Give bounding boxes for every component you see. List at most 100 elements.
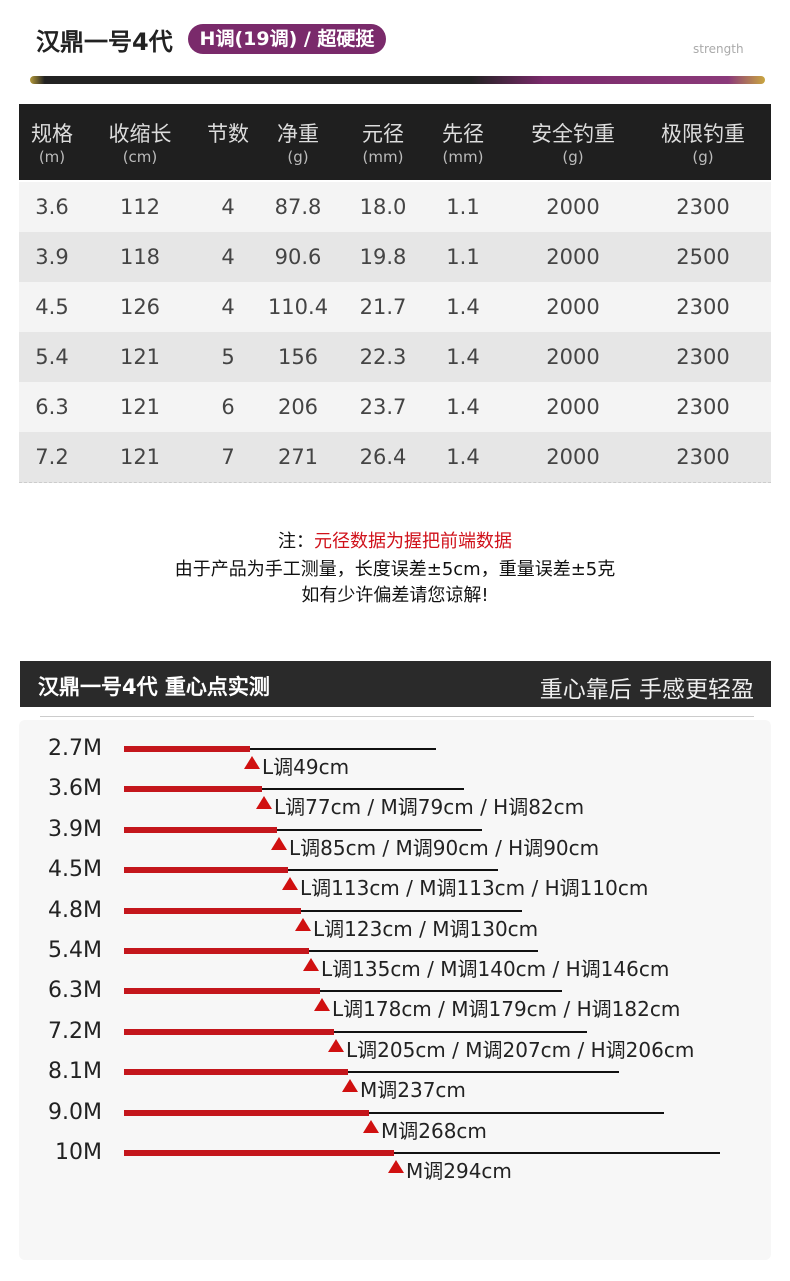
- rod-length: 9.0M: [48, 1099, 102, 1125]
- table-row: 3.6 112 4 87.8 18.0 1.1 2000 2300: [19, 182, 771, 233]
- rod-length: 7.2M: [48, 1018, 102, 1044]
- rod-length: 6.3M: [48, 978, 102, 1004]
- table-cell: 206: [277, 395, 319, 419]
- balance-bar: [124, 1028, 334, 1035]
- balance-points: L调178cm / M调179cm / H调182cm: [332, 997, 681, 1022]
- table-cell: 126: [119, 295, 161, 319]
- balance-points: L调123cm / M调130cm: [313, 916, 539, 941]
- table-cell: 7: [221, 445, 235, 469]
- balance-row: 5.4M L调135cm / M调140cm / H调146cm: [0, 938, 790, 992]
- section-header: [20, 661, 771, 707]
- column-name: 节数: [207, 122, 249, 146]
- column-unit: (cm): [122, 148, 158, 166]
- table-cell: 2000: [546, 345, 600, 369]
- table-cell: 18.0: [359, 195, 407, 219]
- column-header: 收缩长 (cm): [85, 104, 195, 166]
- column-name: 先径: [442, 122, 484, 146]
- column-name: 净重: [277, 122, 319, 146]
- balance-row: 6.3M L调178cm / M调179cm / H调182cm: [0, 978, 790, 1032]
- table-cell: 5.4: [35, 345, 69, 369]
- column-header: 极限钓重 (g): [648, 104, 758, 166]
- rod-length: 5.4M: [48, 938, 102, 963]
- rod-text: strength: [693, 42, 744, 56]
- table-cell: 110.4: [267, 295, 329, 319]
- table-cell: 4.5: [35, 295, 69, 319]
- table-cell: 90.6: [274, 245, 322, 269]
- table-cell: 1.1: [446, 245, 480, 269]
- table-row: 3.9 118 4 90.6 19.8 1.1 2000 2500: [19, 232, 771, 283]
- balance-marker: [328, 1038, 344, 1052]
- balance-points: L调135cm / M调140cm / H调146cm: [321, 957, 670, 981]
- balance-points: L调205cm / M调207cm / H调206cm: [346, 1037, 695, 1062]
- table-cell: 2300: [676, 195, 730, 219]
- balance-bar: [124, 1150, 394, 1156]
- table-cell: 2000: [546, 245, 600, 269]
- table-cell: 2000: [546, 195, 600, 219]
- table-cell: 3.9: [35, 245, 69, 269]
- rod-line: [124, 828, 482, 831]
- column-header: 先径 (mm): [408, 104, 518, 166]
- column-unit: (g): [562, 148, 584, 166]
- table-row: 6.3 121 6 206 23.7 1.4 2000 2300: [19, 382, 771, 433]
- table-cell: 7.2: [35, 445, 69, 469]
- rod-line: [124, 869, 498, 872]
- balance-bar: [124, 786, 262, 793]
- table-cell: 26.4: [359, 445, 407, 469]
- table-header: 规格 (m) 收缩长 (cm) 节数 净重 (g) 元径 (mm) 先径 (mm) 安全钓重 (g) 极限…: [19, 104, 771, 180]
- column-name: 极限钓重: [661, 122, 745, 146]
- balance-row: 7.2M L调205cm / M调207cm / H调206cm: [0, 1019, 790, 1073]
- table-cell: 2300: [676, 395, 730, 419]
- table-cell: 121: [119, 445, 161, 469]
- rod-line: [124, 748, 436, 750]
- column-unit: (g): [692, 148, 714, 166]
- balance-row: 9.0M M调268cm: [0, 1100, 790, 1154]
- rod-line: [124, 950, 538, 952]
- balance-marker: [314, 998, 330, 1012]
- table-cell: 2000: [546, 295, 600, 319]
- balance-bar: [124, 867, 288, 874]
- table-cell: 271: [277, 445, 319, 469]
- balance-row: 2.7M L调49cm: [0, 736, 790, 790]
- balance-points: L调49cm: [262, 755, 350, 779]
- column-name: 规格: [31, 122, 73, 146]
- rod-image: [30, 76, 765, 84]
- column-unit: (mm): [442, 148, 484, 166]
- column-unit: (m): [38, 148, 66, 166]
- table-row: 5.4 121 5 156 22.3 1.4 2000 2300: [19, 332, 771, 383]
- balance-marker: [303, 958, 319, 971]
- table-cell: 19.8: [359, 245, 407, 269]
- column-header: 规格 (m): [0, 104, 107, 166]
- table-cell: 2000: [546, 445, 600, 469]
- column-name: 安全钓重: [531, 122, 615, 146]
- balance-bar: [124, 907, 301, 914]
- rod-length: 4.5M: [48, 857, 102, 883]
- badge: H调(19调) / 超硬挺: [188, 24, 386, 54]
- balance-marker: [342, 1079, 358, 1093]
- balance-row: 3.9M L调85cm / M调90cm / H调90cm: [0, 817, 790, 871]
- balance-row: 10M M调294cm: [0, 1140, 790, 1194]
- balance-points: M调294cm: [406, 1159, 512, 1183]
- table-cell: 87.8: [274, 195, 322, 219]
- column-header: 元径 (mm): [328, 104, 438, 166]
- note-highlight: 元径数据为握把前端数据: [314, 531, 512, 552]
- balance-bar: [124, 1109, 369, 1116]
- balance-points: L调113cm / M调113cm / H调110cm: [300, 876, 649, 901]
- note-line: 如有少许偏差请您谅解!: [301, 585, 489, 606]
- section-slogan: 重心靠后 手感更轻盈: [539, 677, 754, 703]
- table-row: 4.5 126 4 110.4 21.7 1.4 2000 2300: [19, 282, 771, 333]
- table-cell: 1.4: [446, 345, 480, 369]
- rod-line: [124, 1152, 720, 1154]
- rod-length: 3.6M: [48, 776, 102, 802]
- balance-points: L调85cm / M调90cm / H调90cm: [289, 835, 600, 860]
- table-cell: 1.4: [446, 295, 480, 319]
- note-line: 由于产品为手工测量，长度误差±5cm，重量误差±5克: [174, 559, 616, 580]
- column-unit: (g): [287, 148, 309, 166]
- table-cell: 2300: [676, 345, 730, 369]
- table-cell: 3.6: [35, 195, 69, 219]
- table-cell: 118: [119, 245, 161, 269]
- table-cell: 6.3: [35, 395, 69, 419]
- balance-bar: [124, 826, 277, 833]
- balance-row: 4.8M L调123cm / M调130cm: [0, 898, 790, 952]
- rod-length: 2.7M: [48, 736, 102, 761]
